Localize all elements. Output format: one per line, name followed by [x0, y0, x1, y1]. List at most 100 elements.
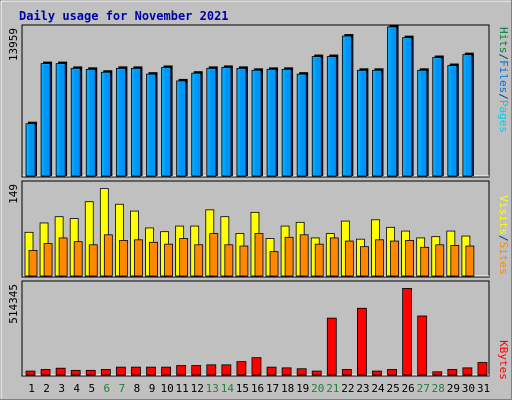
files-bar — [435, 58, 443, 176]
hits-bar — [100, 71, 111, 177]
hits-bar — [161, 67, 171, 177]
day-label: 22 — [341, 382, 354, 395]
hits-bar — [55, 63, 66, 177]
hits-bar — [462, 54, 473, 177]
day-label: 26 — [402, 382, 415, 395]
hits-bar — [206, 68, 217, 177]
kbytes-bar — [206, 364, 217, 376]
files-bar — [224, 68, 232, 176]
day-label: 15 — [236, 382, 249, 395]
hits-bar — [25, 123, 36, 177]
day-label: 25 — [386, 382, 399, 395]
sites-bar — [390, 240, 399, 277]
sites-bar — [209, 233, 219, 277]
sites-bar — [375, 239, 384, 277]
sites-bar — [405, 240, 415, 277]
files-bar — [375, 71, 383, 176]
sites-bar — [28, 250, 38, 277]
day-label: 23 — [356, 382, 369, 395]
kbytes-bar — [387, 369, 397, 376]
day-label: 2 — [43, 382, 50, 395]
hits-bar — [221, 67, 232, 177]
files-bar — [465, 56, 473, 177]
day-label: 27 — [417, 382, 430, 395]
kbytes-bar — [281, 367, 292, 376]
files-bar — [209, 69, 217, 176]
files-bar — [164, 68, 172, 176]
kbytes-bar — [417, 315, 428, 376]
y-max-label: 149 — [7, 184, 20, 204]
files-bar — [239, 69, 247, 176]
hits-bar — [296, 73, 307, 177]
day-label: 29 — [447, 382, 460, 395]
sites-bar — [118, 240, 128, 277]
day-label: 12 — [191, 382, 204, 395]
hits-bar — [176, 80, 187, 177]
files-bar — [254, 71, 262, 176]
kbytes-bar — [251, 357, 262, 376]
hits-bar — [191, 72, 202, 177]
files-bar — [300, 75, 308, 176]
sites-bar — [344, 240, 354, 277]
kbytes-bar — [161, 366, 171, 376]
sites-bar — [179, 238, 189, 277]
files-bar — [59, 64, 67, 176]
kbytes-bar — [221, 364, 232, 376]
files-bar — [194, 74, 202, 176]
kbytes-bar — [357, 307, 367, 376]
day-label: 20 — [311, 382, 324, 395]
hits-bar — [402, 37, 413, 177]
hits-bar — [357, 69, 367, 177]
hits-bar — [311, 56, 322, 177]
day-label: 17 — [266, 382, 279, 395]
files-bar — [315, 57, 323, 177]
kbytes-bar — [462, 367, 473, 376]
series-legend-labels: Hits/Files/Pages Visits/Sites KBytes — [497, 27, 510, 380]
kbytes-bar — [115, 366, 126, 376]
files-bar — [360, 71, 368, 176]
files-bar — [119, 69, 127, 176]
kbytes-bar — [55, 367, 66, 376]
kbytes-bar — [131, 366, 141, 376]
files-bar — [390, 28, 398, 177]
hits-bar — [372, 69, 382, 177]
files-bar — [270, 70, 278, 176]
hits-bar — [236, 68, 247, 177]
sites-bar — [284, 236, 294, 277]
day-label: 11 — [176, 382, 189, 395]
day-label: 14 — [221, 382, 235, 395]
sites-bar — [435, 244, 445, 277]
sites-bar — [73, 241, 83, 277]
kbytes-bar — [70, 369, 81, 376]
files-bar — [285, 70, 293, 176]
kbytes-bar — [266, 366, 277, 376]
hits-bar — [70, 68, 81, 177]
kbytes-bar — [176, 365, 187, 376]
hits-bar — [326, 56, 337, 177]
sites-bar — [88, 244, 98, 277]
kbytes-bar — [477, 362, 488, 376]
sites-bar — [465, 245, 475, 277]
kbytes-bar — [236, 361, 247, 376]
panel-hits-files: 13959 — [7, 24, 490, 178]
files-bar — [179, 82, 187, 176]
day-label: 30 — [462, 382, 475, 395]
files-bar — [89, 70, 97, 176]
hits-bar — [447, 65, 458, 177]
kbytes-bar — [146, 366, 156, 376]
kbytes-bar — [25, 370, 36, 376]
day-label: 10 — [160, 382, 173, 395]
y-max-label: 514345 — [7, 284, 20, 324]
legend-kbytes: KBytes — [497, 340, 510, 380]
day-label: 24 — [371, 382, 385, 395]
hits-bar — [131, 68, 141, 177]
chart-panels: 13959 149 514345 — [7, 24, 490, 377]
hits-bar — [432, 57, 443, 177]
day-label: 6 — [104, 382, 111, 395]
kbytes-bar — [85, 369, 96, 376]
kbytes-bar — [432, 371, 443, 376]
files-bar — [74, 69, 82, 176]
panel-visits-sites: 149 — [7, 180, 490, 278]
day-label: 28 — [432, 382, 445, 395]
